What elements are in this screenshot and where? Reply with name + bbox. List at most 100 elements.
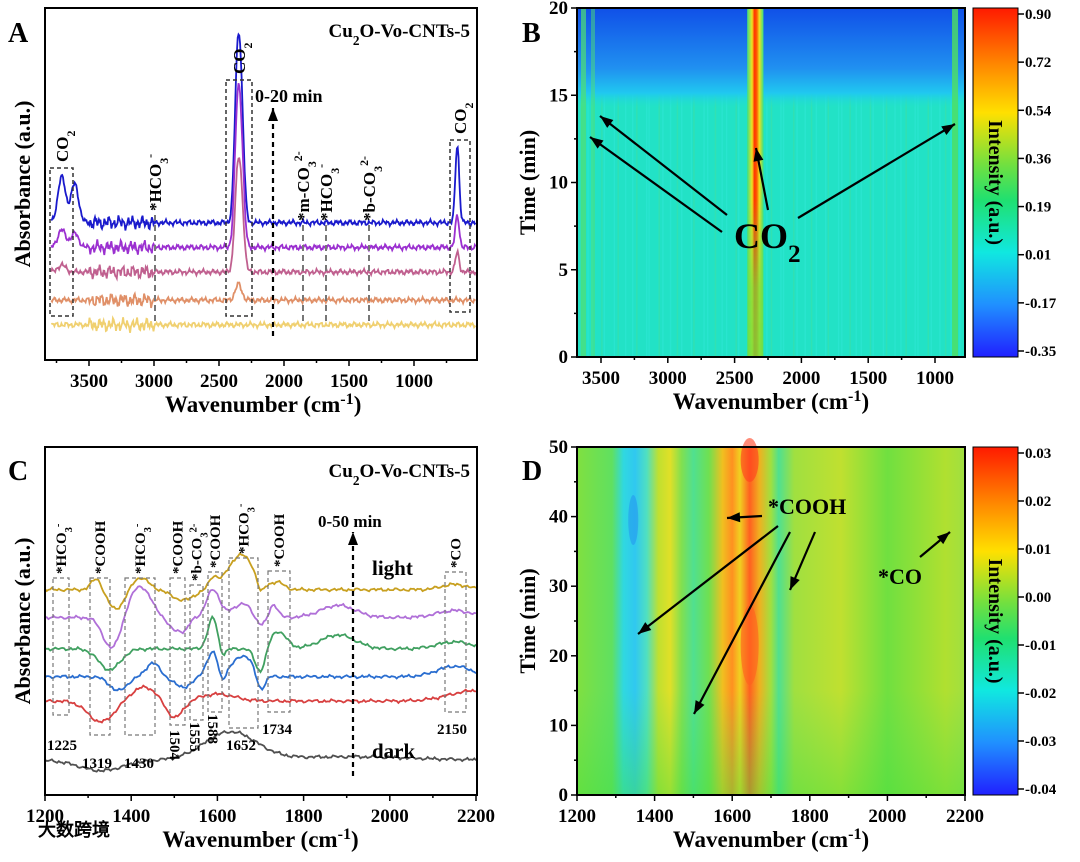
peak-wavenumber: 1319: [82, 756, 112, 772]
text-part: 0-20 min: [255, 86, 323, 106]
text-part: 0.02: [1025, 494, 1051, 510]
x-tick-label: 3000: [649, 368, 687, 389]
heatmap-stripe: [721, 8, 723, 357]
text-part: -0.01: [1025, 638, 1056, 654]
y-axis-title: Time (min): [515, 130, 540, 235]
y-tick-label: 50: [549, 437, 568, 458]
heatmap-stripe: [669, 8, 672, 357]
annotation-label: *COOH: [272, 513, 288, 567]
annotation-label: *COOH: [171, 520, 187, 574]
y-axis-title: Absorbance (a.u.): [10, 538, 35, 705]
text-part: -: [53, 523, 64, 527]
text-part: -0.17: [1025, 296, 1057, 312]
x-tick-label: 1800: [791, 806, 829, 827]
text-part: 3: [328, 168, 342, 174]
text-part: CO: [230, 49, 249, 75]
spectrum-t1: [44, 684, 477, 724]
heatmap-stripe: [613, 8, 616, 357]
heatmap-stripe: [900, 8, 902, 357]
arrow-cooh-4-head: [790, 576, 800, 590]
co-annotation: *CO: [878, 564, 922, 589]
cooh-annotation: *COOH: [768, 494, 846, 519]
text-part: 2: [462, 103, 476, 109]
coldspot: [628, 495, 639, 545]
arrow-cooh-2-head: [638, 622, 652, 634]
heatmap-stripe: [927, 8, 930, 357]
text-part: Intensity (a.u.): [984, 120, 1006, 245]
text-part: 2000: [782, 368, 820, 389]
heatmap-stripe: [860, 8, 863, 357]
text-part: 0-50 min: [318, 512, 382, 531]
co2-band-left: [581, 8, 586, 357]
x-tick-label: 2000: [868, 806, 906, 827]
x-tick-label: 1800: [285, 806, 323, 827]
text-part: 3000: [649, 368, 687, 389]
text-part: 1500: [849, 368, 887, 389]
arrow-co2-3700-head: [600, 116, 614, 128]
text-part: 1319: [82, 756, 112, 772]
text-part: 3: [371, 166, 385, 172]
heatmap-stripe: [824, 8, 827, 357]
text-part: *b-CO: [360, 172, 379, 221]
text-part: 1504: [166, 730, 182, 761]
x-tick-label: 2200: [946, 806, 984, 827]
text-part: 2000: [265, 371, 303, 392]
text-part: ): [862, 827, 870, 852]
x-axis-title: Wavenumber (cm-1): [165, 391, 361, 418]
text-part: 2: [64, 131, 78, 137]
heatmap-stripe: [959, 8, 961, 357]
text-part: 2-: [188, 523, 199, 532]
text-part: *m-CO: [294, 167, 313, 221]
annotation-label: *COOH: [93, 520, 109, 574]
panel-c: C*HCO3-1225*COOH1319*HCO3-1430*COOH1504*…: [8, 446, 495, 852]
text-part: 3000: [135, 371, 173, 392]
heatmap-stripe: [617, 8, 619, 357]
text-part: 1200: [26, 806, 64, 827]
text-part: Wavenumber (cm: [673, 827, 848, 852]
y-axis-title: Time (min): [515, 568, 540, 673]
text-part: 3: [199, 532, 210, 537]
arrow-co2-667-head: [941, 124, 955, 135]
heatmap-stripe: [714, 8, 717, 357]
x-axis-title: Wavenumber (cm-1): [673, 388, 869, 415]
heatmap-stripe: [631, 8, 634, 357]
text-part: 0.19: [1025, 200, 1051, 216]
colorbar-tick-label: -0.04: [1025, 782, 1057, 798]
y-tick-label: 5: [559, 260, 569, 281]
heatmap-stripe: [770, 8, 773, 357]
heatmap-stripe: [849, 8, 851, 357]
text-part: -0.03: [1025, 734, 1056, 750]
text-part: 0: [559, 785, 569, 806]
heatmap-stripe: [793, 8, 795, 357]
text-part: CO: [53, 137, 72, 163]
panel-letter: D: [522, 456, 542, 487]
text-part: 2200: [946, 806, 984, 827]
text-part: *CO: [878, 564, 922, 589]
peak-wavenumber: 1734: [262, 722, 293, 738]
text-part: 1588: [204, 714, 220, 744]
text-part: 0.72: [1025, 55, 1051, 71]
panel-letter: A: [8, 18, 29, 49]
text-part: 3500: [70, 371, 108, 392]
annotation-label: *b-CO32-: [357, 156, 385, 221]
text-part: 0.90: [1025, 7, 1051, 23]
text-part: 大数跨境: [38, 819, 110, 840]
spectrum-t3: [50, 157, 477, 282]
peak-wavenumber: 1652: [226, 738, 256, 754]
annotation-label: *CO: [449, 538, 465, 568]
heatmap-stripe: [603, 8, 606, 357]
light-label: light: [372, 556, 413, 580]
dark-label: dark: [372, 739, 416, 763]
text-part: ): [354, 392, 362, 417]
text-part: -1: [340, 391, 353, 408]
heatmap-stripe: [766, 8, 768, 357]
text-part: Time (min): [515, 568, 540, 673]
colorbar: [972, 446, 1019, 796]
peak-wavenumber: 2150: [437, 722, 467, 738]
peak-wavenumber: 1555: [186, 722, 202, 752]
heatmap-stripe: [680, 8, 683, 357]
colorbar-tick-label: 0.19: [1025, 200, 1051, 216]
spectrum-t4: [44, 585, 477, 650]
text-part: light: [372, 556, 413, 580]
text-part: 1652: [226, 738, 256, 754]
